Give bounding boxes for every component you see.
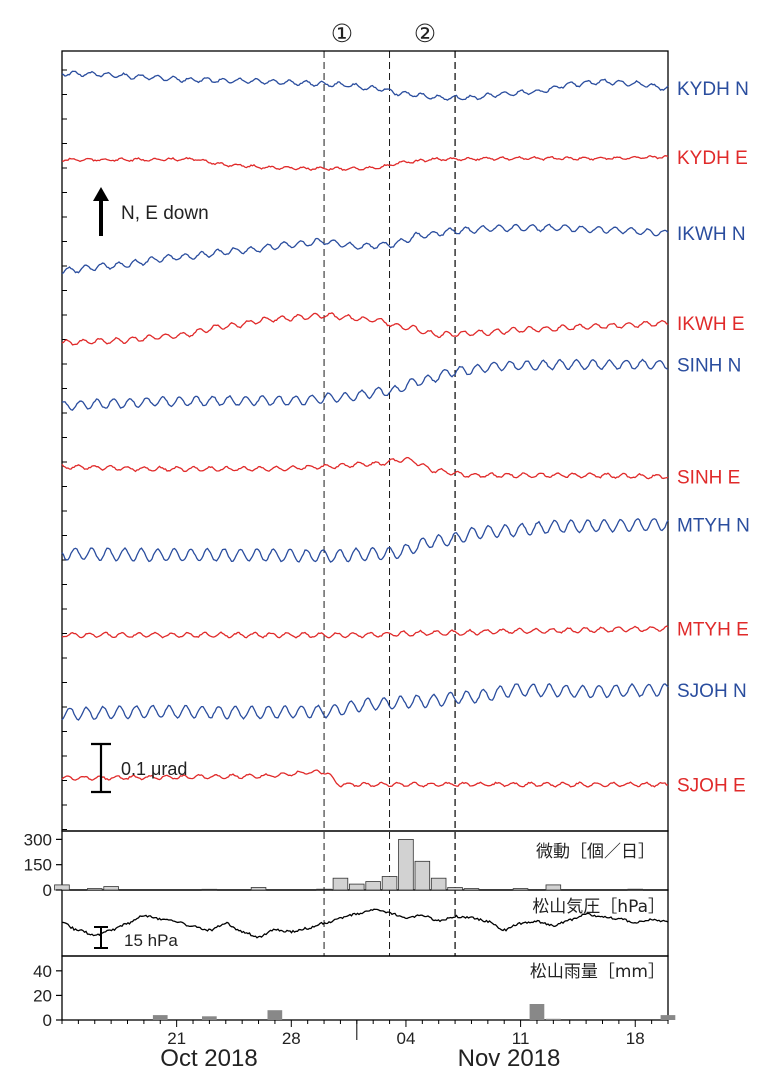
tremor-bar [54,884,70,891]
tremor-title: 微動［個／日］ [536,842,655,862]
tremor-y-tick-label: 150 [24,856,52,875]
pressure-trace [61,908,669,939]
station-label: IKWH N [677,224,746,245]
tremor-y-axis: 0 150 300 [24,830,62,900]
station-label: MTYH N [677,515,750,536]
tremor-bar [103,886,119,891]
tilt-scale-label: 0.1 μrad [121,759,187,779]
tilt-y-ticks [62,69,67,830]
rain-bar [546,1018,561,1020]
rain-y-tick-label: 0 [43,1011,52,1030]
station-label: KYDH E [677,148,748,169]
tremor-bar [332,877,349,891]
station-label: MTYH E [677,620,749,641]
orientation-arrow [93,187,109,236]
tremor-bar [381,876,398,891]
tremor-bar [447,887,463,891]
event-marker-1: ① [331,20,353,48]
month-label-nov: Nov 2018 [458,1045,561,1072]
tremor-bar [627,888,644,891]
station-label: IKWH E [677,314,745,335]
rain-bar [529,1004,545,1020]
month-label-oct: Oct 2018 [160,1045,257,1072]
tilt-trace-sjoh-e [61,769,669,788]
tilt-trace-mtyh-e [61,625,669,639]
tremor-bar [430,877,447,891]
tremor-bar [398,839,414,891]
rain-bar [152,1015,168,1020]
tremor-bar [316,888,332,891]
station-label: SJOH N [677,681,747,702]
rain-panel-frame [61,955,669,1021]
tilt-trace-mtyh-n [61,518,669,563]
tilt-trace-sinh-n [61,358,669,411]
orientation-note: N, E down [121,203,209,224]
x-tick-label: 04 [396,1029,415,1048]
rain-bar [660,1015,676,1020]
station-label: SINH N [677,356,741,377]
x-tick-label: 18 [626,1029,645,1048]
rain-y-axis: 0 20 40 [33,962,62,1030]
event-lines [323,51,456,956]
tremor-bar [87,888,103,891]
tremor-bar [365,881,381,891]
tilt-trace-kydh-n [61,70,669,101]
tremor-y-tick-label: 0 [43,881,52,900]
rain-y-tick-label: 40 [33,962,52,981]
rain-y-tick-label: 20 [33,986,52,1005]
tilt-trace-ikwh-n [61,223,669,275]
tremor-y-tick-label: 300 [24,830,52,849]
tremor-bar [348,883,365,891]
rain-title: 松山雨量［mm］ [530,962,665,982]
pressure-title: 松山気圧［hPa］ [532,897,665,917]
tremor-bar [250,887,267,891]
tilt-traces [61,70,669,788]
tremor-bar [201,888,218,891]
tilt-trace-kydh-e [61,154,669,171]
tilt-trace-ikwh-e [61,312,669,346]
rain-bar [202,1016,217,1020]
station-label: KYDH N [677,79,749,100]
tremor-bar [414,860,431,891]
x-tick-label: 21 [167,1029,186,1048]
pressure-series [61,908,669,939]
station-labels: KYDH N KYDH E IKWH N IKWH E SINH N SINH E MTYH… [677,79,750,796]
tilt-trace-sjoh-n [61,682,669,721]
x-axis: 21 28 04 11 18 [61,1020,669,1048]
pressure-scale-bar [94,926,108,949]
tilt-trace-sinh-e [61,456,669,480]
event-marker-2: ② [414,20,436,48]
tremor-bars [54,839,644,891]
x-tick-label: 11 [512,1029,530,1048]
tremor-bar [545,884,562,891]
tremor-bar [512,888,529,891]
rain-bar [267,1010,283,1020]
rain-bars [152,1004,676,1020]
tilt-scale-bar [91,742,111,794]
station-label: SINH E [677,468,740,489]
x-tick-label: 28 [282,1029,301,1048]
pressure-scale-label: 15 hPa [124,931,178,950]
station-label: SJOH E [677,776,746,797]
tremor-bar [463,888,480,891]
